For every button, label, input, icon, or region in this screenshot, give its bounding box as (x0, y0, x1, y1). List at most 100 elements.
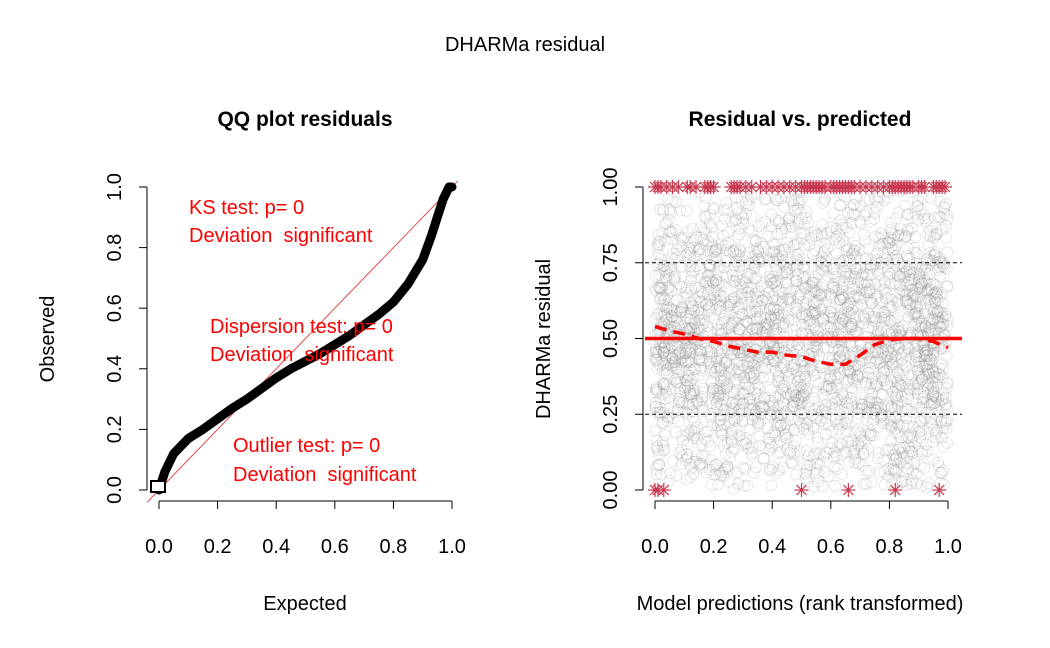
residual-point (807, 273, 820, 286)
residual-point (933, 362, 946, 374)
residual-point (795, 285, 807, 298)
residual-point (924, 292, 937, 305)
residual-point (698, 314, 711, 326)
residual-point (933, 368, 946, 381)
residual-point (887, 358, 899, 371)
residual-point (815, 303, 828, 316)
residual-point (923, 321, 936, 334)
residual-point (926, 376, 939, 389)
residual-point (862, 427, 875, 440)
residual-point (815, 414, 827, 427)
residual-point (912, 276, 925, 289)
residual-point (683, 399, 696, 412)
residual-point (709, 468, 721, 481)
residual-point (865, 396, 878, 408)
residual-point (888, 464, 900, 477)
residual-point (724, 298, 737, 311)
residual-point (744, 341, 756, 354)
residual-point (837, 254, 850, 267)
residual-point (720, 322, 733, 335)
residual-point (846, 372, 859, 385)
residual-point (842, 364, 855, 377)
residual-point (832, 344, 845, 357)
residual-point (872, 447, 885, 459)
residual-point (770, 265, 783, 277)
residual-point (798, 412, 811, 425)
residual-point (898, 441, 911, 454)
residual-point (791, 237, 804, 250)
residual-point (910, 316, 922, 329)
residual-point (790, 274, 802, 287)
residual-point (746, 354, 758, 367)
rvp-x-tick-label: 0.0 (641, 536, 669, 558)
residual-point (816, 312, 829, 325)
residual-point (722, 300, 735, 313)
residual-point (696, 390, 709, 403)
residual-point (832, 284, 845, 297)
residual-point (910, 247, 923, 260)
residual-point (741, 281, 754, 294)
residual-point (798, 302, 811, 315)
residual-point (767, 302, 780, 315)
residual-point (707, 276, 720, 289)
residual-point (756, 217, 768, 230)
residual-point (827, 278, 840, 291)
residual-point (667, 412, 679, 425)
residual-point (781, 256, 794, 269)
residual-point (751, 294, 763, 307)
residual-point (906, 466, 919, 479)
residual-point (885, 241, 897, 254)
residual-point (937, 464, 949, 477)
residual-point (847, 247, 859, 260)
residual-point (852, 439, 865, 452)
residual-point (715, 364, 727, 377)
residual-point (772, 370, 785, 383)
residual-point (877, 414, 890, 427)
residual-point (779, 428, 791, 441)
residual-point (904, 478, 917, 490)
residual-point (740, 197, 753, 210)
residual-point (656, 363, 669, 376)
residual-point (703, 301, 715, 314)
residual-point (891, 269, 904, 282)
residual-point (746, 446, 759, 459)
residual-point (789, 381, 802, 394)
residual-point (657, 205, 670, 218)
residual-point (754, 312, 766, 325)
residual-point (869, 355, 882, 368)
residual-point (919, 215, 932, 228)
residual-point (717, 439, 730, 452)
residual-point (928, 229, 941, 242)
residual-point (891, 296, 904, 309)
residual-point (922, 239, 935, 252)
residual-point (659, 293, 671, 306)
residual-point (724, 296, 737, 309)
rvp-residual-points (649, 181, 954, 496)
residual-point (693, 344, 706, 357)
residual-point (671, 251, 683, 264)
residual-point (688, 429, 701, 442)
residual-point (728, 259, 741, 272)
residual-point (779, 418, 792, 431)
residual-point (706, 245, 719, 258)
residual-point (779, 266, 792, 279)
residual-point (887, 449, 900, 462)
residual-point (803, 279, 815, 292)
residual-point (771, 466, 783, 479)
residual-point (892, 321, 905, 334)
residual-point (731, 230, 744, 243)
residual-point (850, 192, 862, 205)
residual-point (751, 378, 764, 391)
residual-point (654, 203, 666, 216)
residual-point (915, 286, 928, 299)
residual-point (825, 382, 838, 395)
residual-point (851, 368, 863, 381)
residual-point (868, 278, 881, 291)
residual-point (884, 267, 897, 280)
residual-point (807, 299, 820, 311)
residual-point (776, 249, 789, 262)
residual-point (765, 464, 777, 477)
residual-point (720, 382, 733, 395)
residual-point (849, 249, 862, 262)
residual-point (826, 437, 839, 450)
